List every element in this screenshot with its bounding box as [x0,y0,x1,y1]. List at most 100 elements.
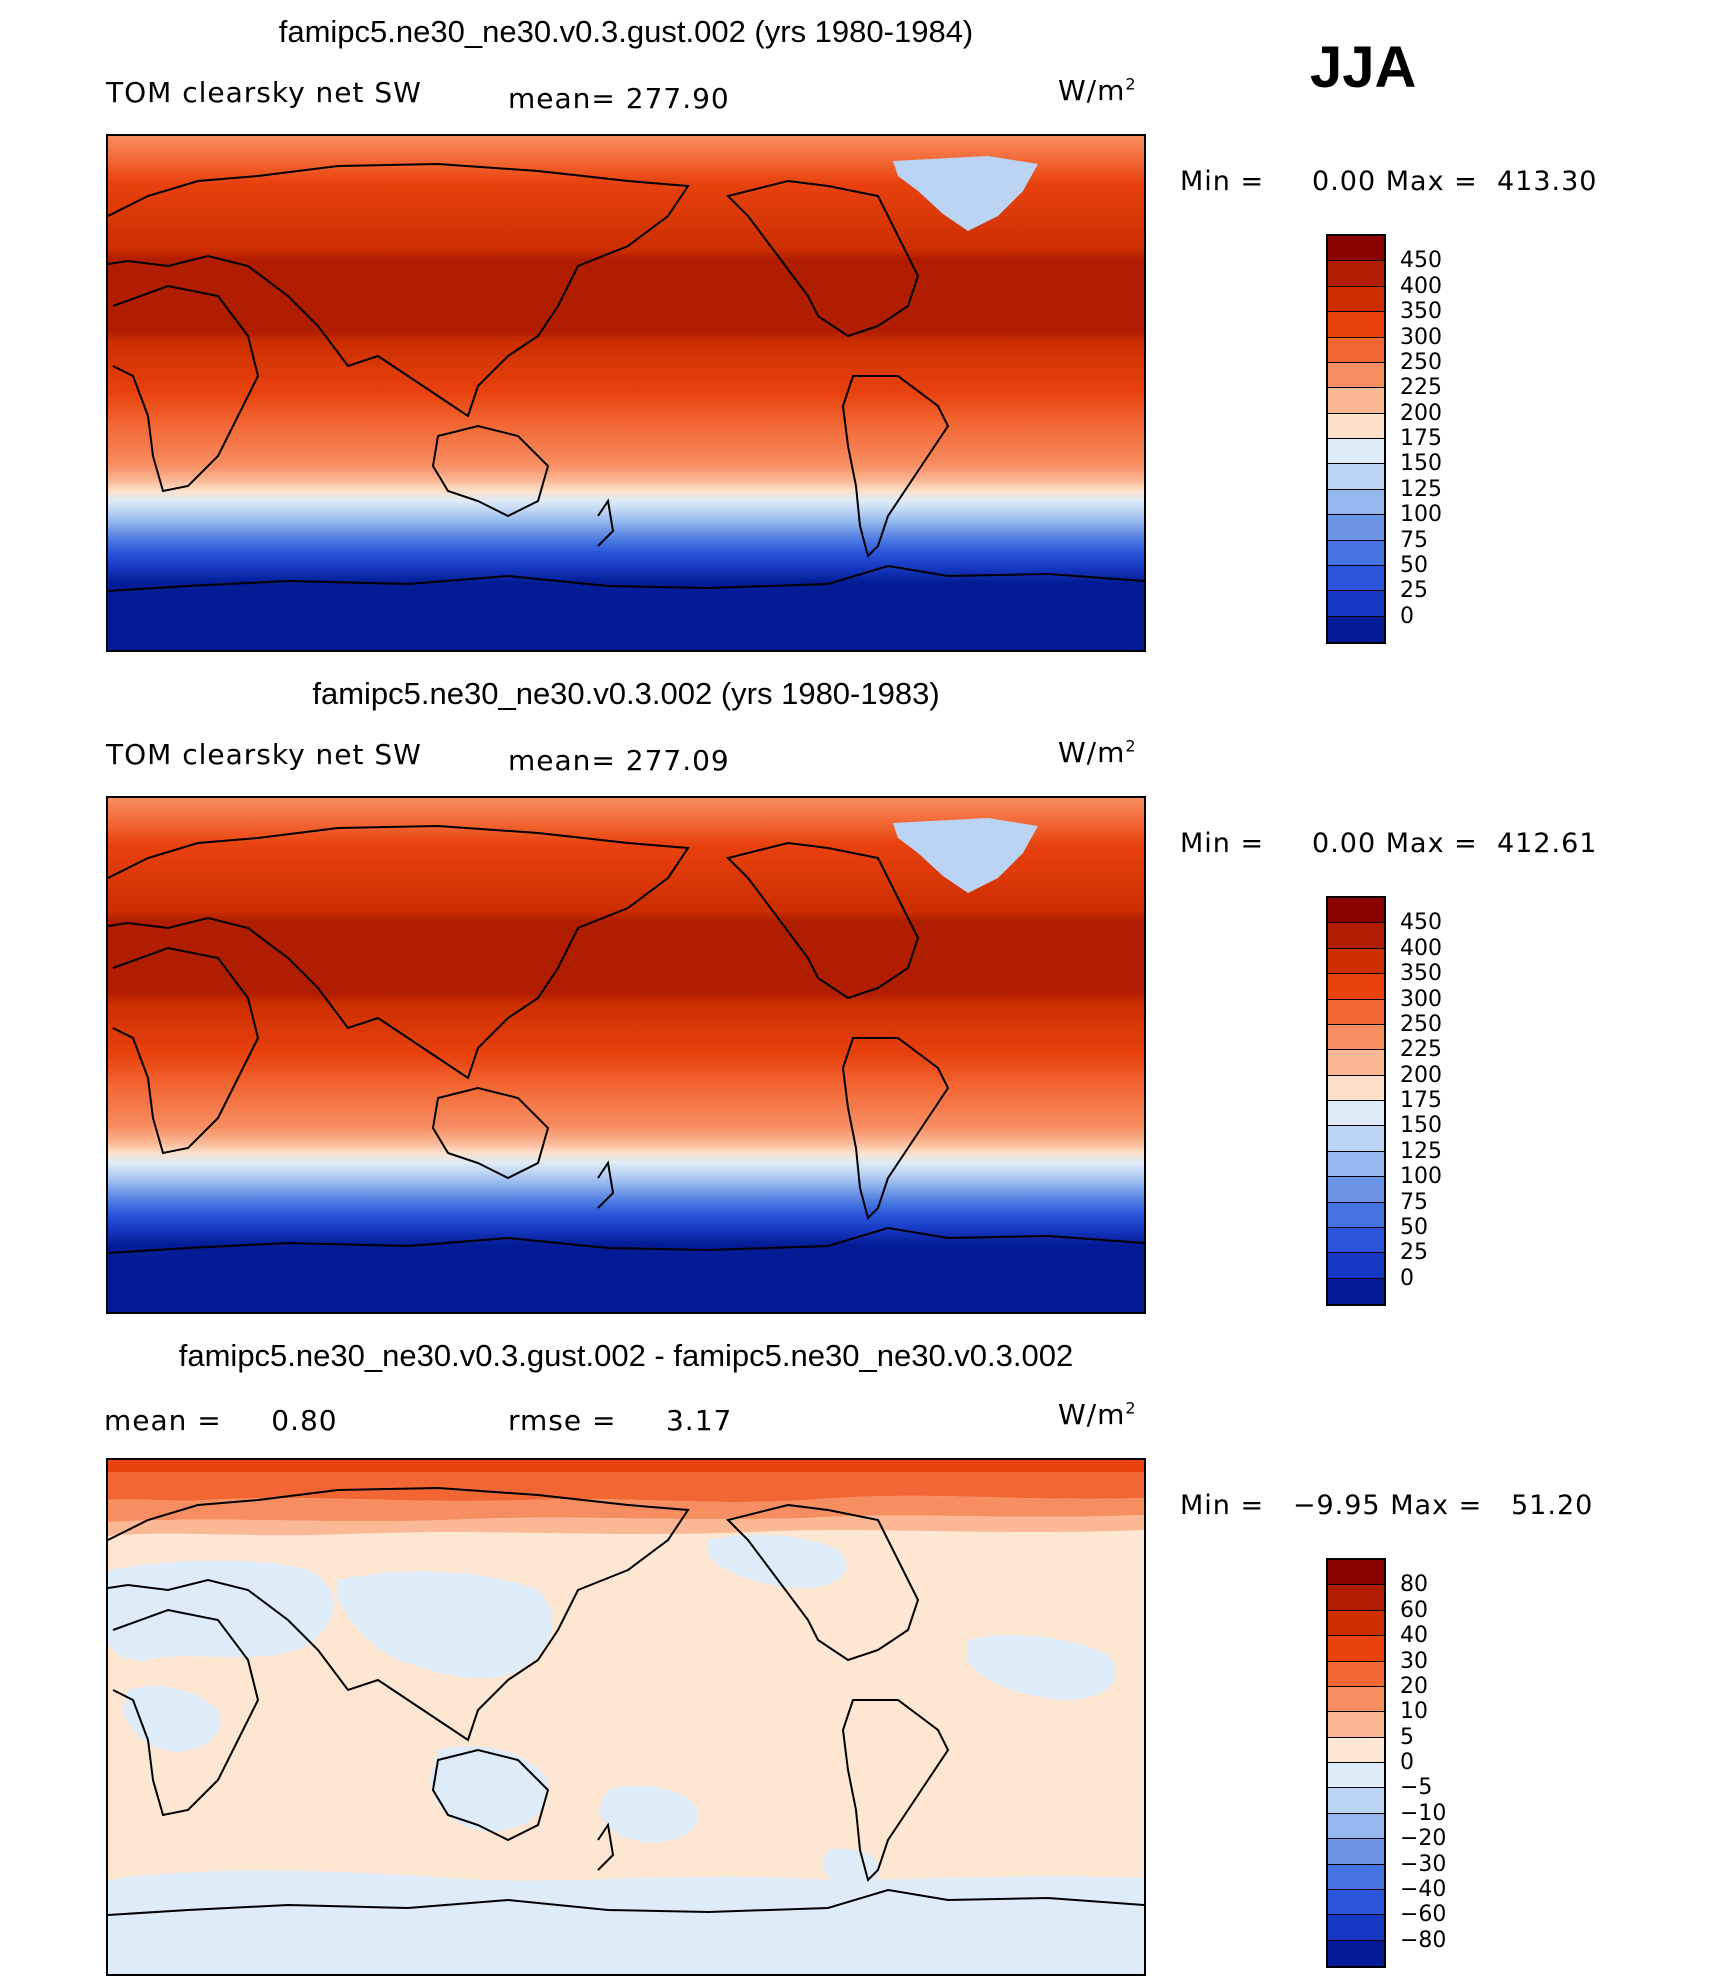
colorbar-tick-label: 25 [1400,1240,1428,1266]
colorbar-swatch [1328,999,1384,1025]
colorbar-tick-label: 0 [1400,1750,1414,1775]
panel-3-minmax: Min = −9.95 Max = 51.20 [1180,1490,1594,1521]
colorbar-swatch [1328,1636,1384,1662]
colorbar-swatch [1328,515,1384,541]
colorbar-swatch [1328,1050,1384,1076]
panel-1-mean-label: mean= 277.90 [508,82,730,115]
colorbar-swatch [1328,1839,1384,1865]
colorbar-tick-label: 30 [1400,1648,1428,1674]
season-label: JJA [1310,35,1417,100]
colorbar-tick-label: 40 [1400,1623,1428,1649]
colorbar-swatch [1328,1864,1384,1890]
colorbar-swatch [1328,337,1384,363]
colorbar-swatch [1328,439,1384,465]
colorbar-tick-label: 300 [1400,986,1442,1012]
colorbar-swatch [1328,1737,1384,1763]
colorbar-tick-label: 0 [1400,1265,1414,1291]
colorbar-swatch [1328,1661,1384,1687]
colorbar-swatch [1328,923,1384,949]
colorbar-tick-label: 25 [1400,578,1428,604]
colorbar-tick-label: 350 [1400,961,1442,987]
colorbar-swatch [1328,312,1384,338]
colorbar-swatch [1328,1253,1384,1279]
panel-1-units-label: W/m2 [1058,74,1137,107]
colorbar-tick-label: 10 [1400,1699,1428,1725]
colorbar-swatch [1328,591,1384,617]
colorbar-tick-label: −80 [1400,1927,1447,1953]
colorbar-swatch [1328,1202,1384,1228]
panel-1-colorbar [1326,234,1386,644]
colorbar-tick-label: 80 [1400,1572,1428,1598]
colorbar-swatch [1328,1763,1384,1789]
colorbar-swatch [1328,362,1384,389]
colorbar-tick-label: 60 [1400,1597,1428,1623]
colorbar-tick-label: 175 [1400,1088,1442,1113]
colorbar-swatch [1328,616,1384,642]
colorbar-tick-label: 100 [1400,1164,1442,1190]
colorbar-swatch [1328,413,1384,439]
colorbar-tick-label: −40 [1400,1876,1447,1902]
colorbar-tick-label: −30 [1400,1851,1447,1877]
colorbar-tick-label: 150 [1400,1113,1442,1139]
colorbar-tick-label: 225 [1400,1037,1442,1063]
colorbar-tick-label: −60 [1400,1902,1447,1928]
colorbar-swatch [1328,1940,1384,1966]
colorbar-tick-label: 50 [1400,552,1428,578]
colorbar-tick-label: 350 [1400,299,1442,325]
panel-1-variable-label: TOM clearsky net SW [106,76,422,109]
colorbar-swatch [1328,1585,1384,1611]
colorbar-tick-label: 250 [1400,349,1442,375]
panel-2-minmax: Min = 0.00 Max = 412.61 [1180,828,1598,859]
colorbar-swatch [1328,1227,1384,1254]
colorbar-tick-label: −20 [1400,1826,1447,1852]
colorbar-swatch [1328,1126,1384,1152]
colorbar-tick-label: 0 [1400,603,1414,629]
panel-2-mean-label: mean= 277.09 [508,744,730,777]
colorbar-swatch [1328,286,1384,313]
colorbar-tick-label: 225 [1400,375,1442,401]
colorbar-tick-label: 450 [1400,248,1442,274]
colorbar-tick-label: 20 [1400,1673,1428,1699]
colorbar-tick-label: 250 [1400,1011,1442,1037]
colorbar-tick-label: −5 [1400,1775,1433,1801]
colorbar-tick-label: 200 [1400,400,1442,426]
colorbar-swatch [1328,974,1384,1000]
panel-3-colorbar [1326,1558,1386,1968]
colorbar-swatch [1328,261,1384,287]
colorbar-tick-label: 75 [1400,1189,1428,1215]
colorbar-tick-label: 400 [1400,273,1442,299]
panel-2-title: famipc5.ne30_ne30.v0.3.002 (yrs 1980-198… [312,676,940,711]
colorbar-tick-label: −10 [1400,1800,1447,1826]
colorbar-swatch [1328,1889,1384,1916]
colorbar-tick-label: 75 [1400,527,1428,553]
colorbar-tick-label: 150 [1400,451,1442,477]
colorbar-tick-label: 300 [1400,324,1442,350]
colorbar-swatch [1328,1915,1384,1941]
colorbar-swatch [1328,489,1384,516]
colorbar-swatch [1328,1610,1384,1637]
colorbar-swatch [1328,898,1384,924]
panel-3-title: famipc5.ne30_ne30.v0.3.gust.002 - famipc… [178,1338,1074,1373]
colorbar-swatch [1328,1075,1384,1101]
colorbar-swatch [1328,948,1384,975]
colorbar-tick-label: 450 [1400,910,1442,936]
colorbar-swatch [1328,1024,1384,1051]
colorbar-swatch [1328,236,1384,262]
colorbar-tick-label: 125 [1400,1138,1442,1164]
colorbar-tick-label: 175 [1400,426,1442,451]
panel-2-map [106,796,1146,1314]
panel-1-minmax: Min = 0.00 Max = 413.30 [1180,166,1598,197]
panel-3-map [106,1458,1146,1976]
colorbar-swatch [1328,1712,1384,1738]
colorbar-tick-label: 125 [1400,476,1442,502]
colorbar-swatch [1328,1177,1384,1203]
colorbar-swatch [1328,1151,1384,1178]
colorbar-tick-label: 200 [1400,1062,1442,1088]
panel-2-colorbar [1326,896,1386,1306]
colorbar-swatch [1328,540,1384,566]
panel-2-variable-label: TOM clearsky net SW [106,738,422,771]
panel-1-title: famipc5.ne30_ne30.v0.3.gust.002 (yrs 198… [278,14,974,49]
panel-3-mean-label: mean = 0.80 [104,1404,338,1437]
colorbar-swatch [1328,1788,1384,1814]
colorbar-swatch [1328,1813,1384,1840]
